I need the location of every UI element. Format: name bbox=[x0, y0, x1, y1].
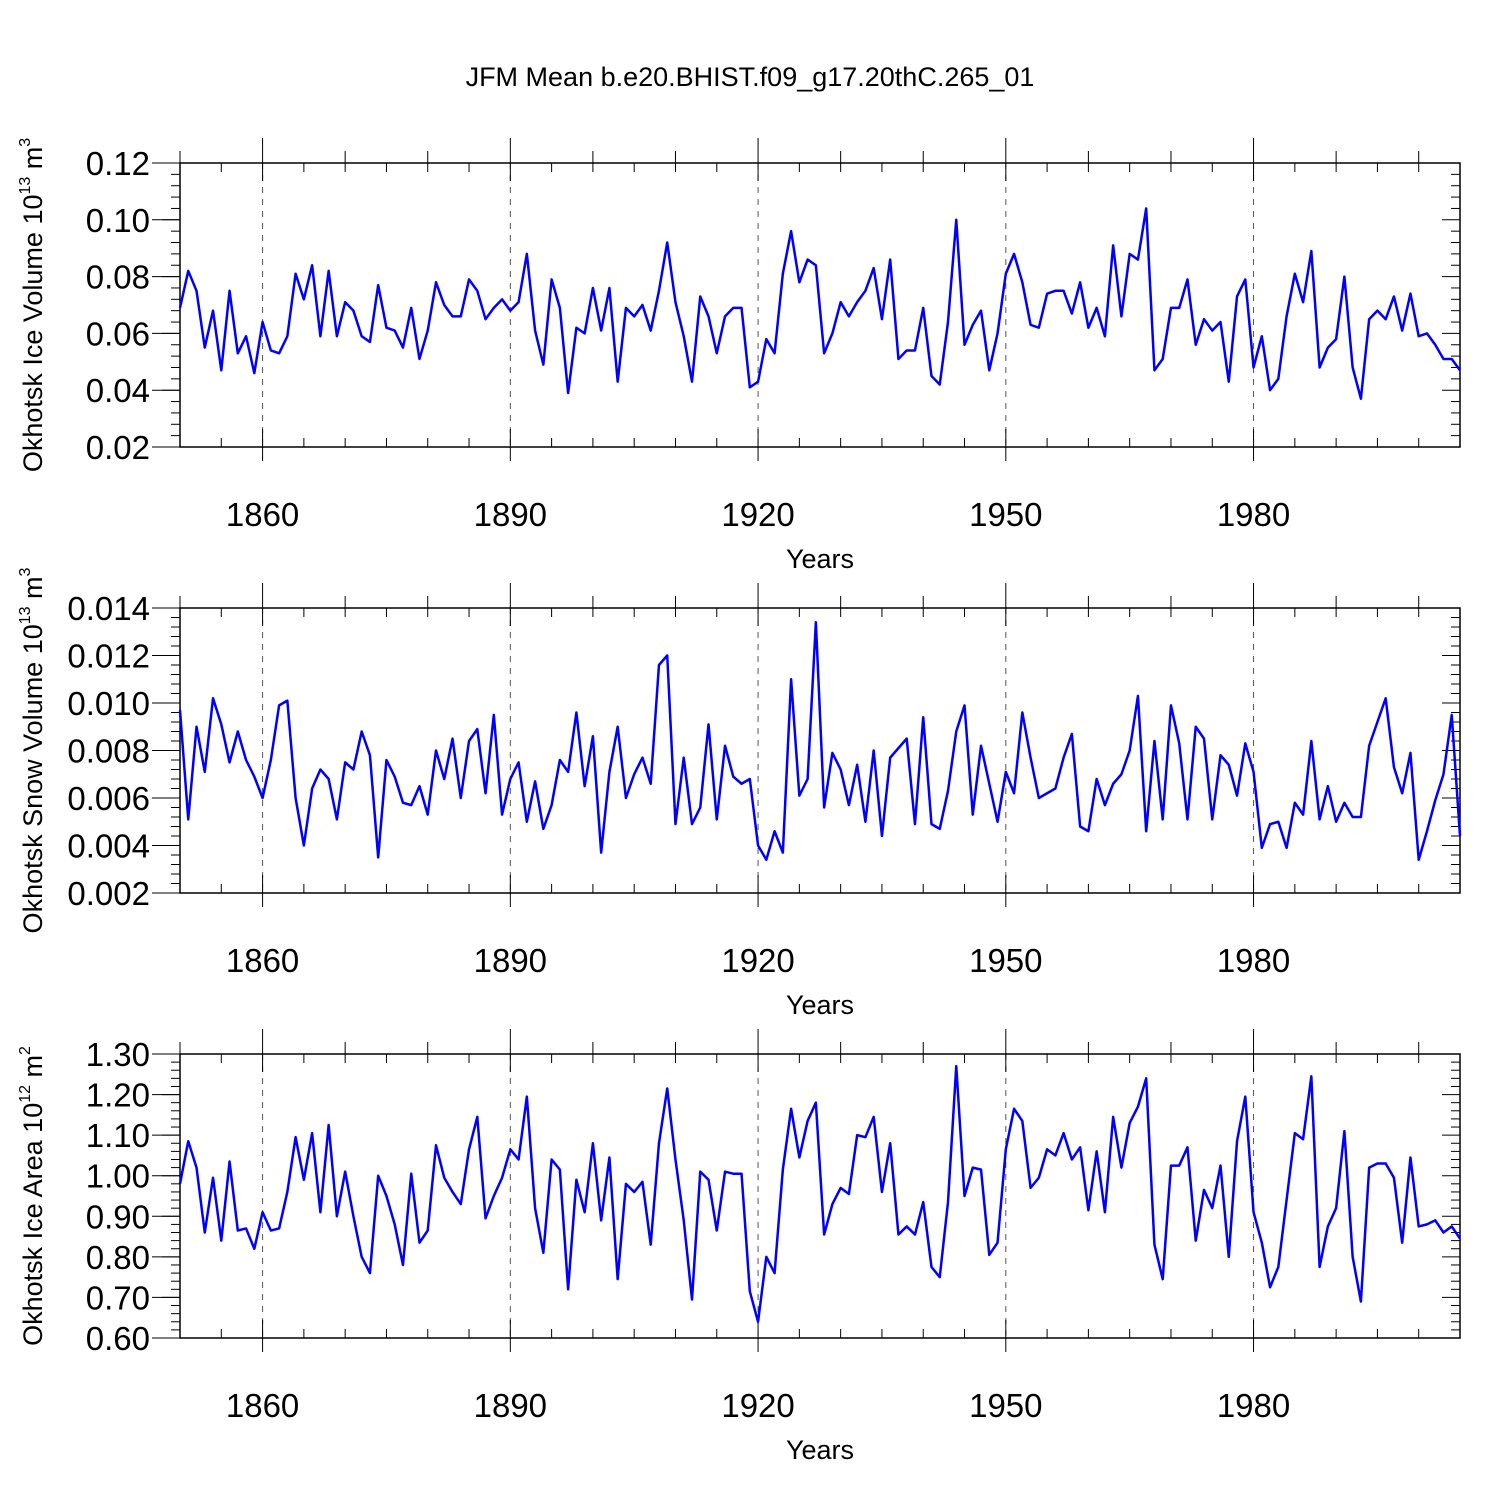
chart-1-ytick-label: 0.008 bbox=[67, 733, 150, 770]
chart-2-ytick-label: 1.10 bbox=[86, 1117, 150, 1154]
chart-2-xtick-label: 1860 bbox=[226, 1387, 299, 1424]
chart-1-xtick-label: 1860 bbox=[226, 942, 299, 979]
chart-1-ytick-label: 0.010 bbox=[67, 685, 150, 722]
chart-2-xtick-label: 1950 bbox=[969, 1387, 1042, 1424]
chart-2-ytick-label: 0.70 bbox=[86, 1279, 150, 1316]
panel-okhotsk-ice-area: 0.60 0.700.80 0.901.00 1.101.20 1.30 1860 1890… bbox=[17, 1029, 1462, 1465]
chart-1-series-line-0 bbox=[178, 621, 1462, 861]
chart-0-ytick-label: 0.08 bbox=[86, 259, 150, 296]
chart-0-xtick-label: 1920 bbox=[721, 496, 794, 533]
chart-0-xtick-label: 1980 bbox=[1217, 496, 1290, 533]
chart-2-ytick-label: 1.00 bbox=[86, 1158, 150, 1195]
chart-2-series-line-0 bbox=[178, 1064, 1462, 1324]
chart-0-ytick-label: 0.02 bbox=[86, 429, 150, 466]
chart-2-ytick-label: 0.60 bbox=[86, 1320, 150, 1357]
chart-0-ylabel: Okhotsk Ice Volume 1013 m3 bbox=[17, 138, 48, 472]
chart-0-xtick-label: 1890 bbox=[474, 496, 547, 533]
chart-2-ytick-label: 0.80 bbox=[86, 1239, 150, 1276]
figure-title: JFM Mean b.e20.BHIST.f09_g17.20thC.265_0… bbox=[466, 62, 1035, 92]
chart-2-xtick-label: 1980 bbox=[1217, 1387, 1290, 1424]
chart-0-xtick-label: 1860 bbox=[226, 496, 299, 533]
chart-1-xlabel: Years bbox=[786, 990, 854, 1020]
chart-2-xlabel: Years bbox=[786, 1435, 854, 1465]
chart-2-ytick-label: 1.30 bbox=[86, 1036, 150, 1073]
chart-1-ytick-label: 0.006 bbox=[67, 780, 150, 817]
chart-0-ytick-label: 0.04 bbox=[86, 372, 150, 409]
chart-2-frame bbox=[179, 1053, 1461, 1339]
chart-1-ytick-label: 0.014 bbox=[67, 590, 150, 627]
chart-2-ytick-label: 0.90 bbox=[86, 1198, 150, 1235]
chart-0-ytick-label: 0.12 bbox=[86, 145, 150, 182]
panel-okhotsk-snow-volume: 0.002 0.004 0.006 0.008 0.010 0.012 0.014 1860 1… bbox=[17, 567, 1462, 1020]
chart-1-xtick-label: 1920 bbox=[721, 942, 794, 979]
chart-0-xlabel: Years bbox=[786, 544, 854, 574]
chart-0-ytick-label: 0.06 bbox=[86, 315, 150, 352]
panel-okhotsk-ice-volume: 0.02 0.04 0.06 0.08 0.10 0.12 1860 1890 1920 1950… bbox=[17, 138, 1462, 574]
chart-1-ytick-label: 0.012 bbox=[67, 638, 150, 675]
chart-1-ytick-label: 0.004 bbox=[67, 828, 150, 865]
chart-2-xtick-label: 1920 bbox=[721, 1387, 794, 1424]
chart-1-ytick-label: 0.002 bbox=[67, 875, 150, 912]
chart-1-frame bbox=[179, 607, 1461, 894]
chart-1-xtick-label: 1890 bbox=[474, 942, 547, 979]
chart-1-ylabel: Okhotsk Snow Volume 1013 m3 bbox=[17, 567, 48, 933]
chart-2-xtick-label: 1890 bbox=[474, 1387, 547, 1424]
chart-1-xtick-label: 1980 bbox=[1217, 942, 1290, 979]
chart-1-xtick-label: 1950 bbox=[969, 942, 1042, 979]
chart-2-ytick-label: 1.20 bbox=[86, 1077, 150, 1114]
chart-0-xtick-label: 1950 bbox=[969, 496, 1042, 533]
chart-0-series-line-0 bbox=[178, 207, 1462, 400]
chart-2-ylabel: Okhotsk Ice Area 1012 m2 bbox=[17, 1046, 48, 1346]
chart-0-ytick-label: 0.10 bbox=[86, 202, 150, 239]
